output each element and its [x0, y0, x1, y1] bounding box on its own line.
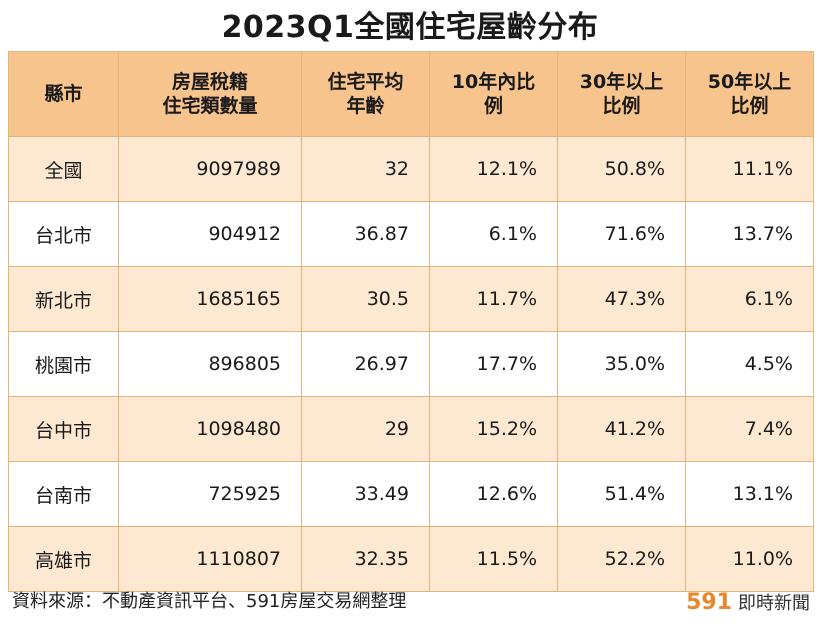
over-50-cell: 4.5% — [685, 331, 814, 397]
over-50-cell: 7.4% — [685, 396, 814, 462]
over-50-cell: 13.7% — [685, 201, 814, 267]
avg-age-cell: 36.87 — [301, 201, 430, 267]
brand-logo: 591 即時新聞 — [686, 589, 810, 615]
count-cell: 1110807 — [118, 526, 302, 592]
under-10-cell: 17.7% — [429, 331, 558, 397]
over-30-cell: 41.2% — [557, 396, 686, 462]
house-age-table: 縣市 房屋稅籍 住宅類數量 住宅平均 年齡 10年內比 例 30年以上 比例 5… — [8, 51, 814, 592]
brand-text: 即時新聞 — [738, 593, 810, 614]
avg-age-cell: 32.35 — [301, 526, 430, 592]
header-line: 住宅類數量 — [162, 95, 258, 117]
count-cell: 896805 — [118, 331, 302, 397]
column-header-count: 房屋稅籍 住宅類數量 — [118, 51, 302, 137]
under-10-cell: 15.2% — [429, 396, 558, 462]
header-line: 比例 — [602, 95, 641, 117]
avg-age-cell: 32 — [301, 136, 430, 202]
city-cell: 台北市 — [8, 201, 119, 267]
table-row: 高雄市 1110807 32.35 11.5% 52.2% 11.0% — [8, 526, 814, 592]
header-line: 50年以上 — [707, 71, 792, 93]
header-line: 比例 — [730, 95, 769, 117]
count-cell: 9097989 — [118, 136, 302, 202]
city-cell: 高雄市 — [8, 526, 119, 592]
column-header-city: 縣市 — [8, 51, 119, 137]
over-30-cell: 50.8% — [557, 136, 686, 202]
brand-number: 591 — [686, 590, 732, 615]
header-line: 例 — [483, 95, 503, 117]
column-header-avg-age: 住宅平均 年齡 — [301, 51, 430, 137]
page-title: 2023Q1全國住宅屋齡分布 — [221, 10, 599, 45]
table-row: 新北市 1685165 30.5 11.7% 47.3% 6.1% — [8, 266, 814, 332]
count-cell: 1098480 — [118, 396, 302, 462]
table-row: 桃園市 896805 26.97 17.7% 35.0% 4.5% — [8, 331, 814, 397]
avg-age-cell: 30.5 — [301, 266, 430, 332]
city-cell: 台南市 — [8, 461, 119, 527]
over-30-cell: 51.4% — [557, 461, 686, 527]
over-50-cell: 11.1% — [685, 136, 814, 202]
over-30-cell: 52.2% — [557, 526, 686, 592]
under-10-cell: 11.7% — [429, 266, 558, 332]
header-line: 年齡 — [346, 95, 385, 117]
count-cell: 1685165 — [118, 266, 302, 332]
count-cell: 904912 — [118, 201, 302, 267]
header-line: 30年以上 — [579, 71, 664, 93]
city-cell: 桃園市 — [8, 331, 119, 397]
table-row: 台南市 725925 33.49 12.6% 51.4% 13.1% — [8, 461, 814, 527]
over-50-cell: 13.1% — [685, 461, 814, 527]
over-30-cell: 35.0% — [557, 331, 686, 397]
header-line: 縣市 — [44, 83, 83, 105]
city-cell: 台中市 — [8, 396, 119, 462]
table-row: 台中市 1098480 29 15.2% 41.2% 7.4% — [8, 396, 814, 462]
over-50-cell: 11.0% — [685, 526, 814, 592]
under-10-cell: 11.5% — [429, 526, 558, 592]
header-line: 住宅平均 — [327, 71, 404, 93]
table-row: 全國 9097989 32 12.1% 50.8% 11.1% — [8, 136, 814, 202]
column-header-over-30: 30年以上 比例 — [557, 51, 686, 137]
source-note: 資料來源：不動產資訊平台、591房屋交易網整理 — [12, 591, 407, 612]
avg-age-cell: 33.49 — [301, 461, 430, 527]
table-row: 台北市 904912 36.87 6.1% 71.6% 13.7% — [8, 201, 814, 267]
avg-age-cell: 26.97 — [301, 331, 430, 397]
city-cell: 新北市 — [8, 266, 119, 332]
table-header-row: 縣市 房屋稅籍 住宅類數量 住宅平均 年齡 10年內比 例 30年以上 比例 5… — [8, 51, 814, 137]
column-header-under-10: 10年內比 例 — [429, 51, 558, 137]
under-10-cell: 6.1% — [429, 201, 558, 267]
column-header-over-50: 50年以上 比例 — [685, 51, 814, 137]
avg-age-cell: 29 — [301, 396, 430, 462]
over-30-cell: 71.6% — [557, 201, 686, 267]
under-10-cell: 12.1% — [429, 136, 558, 202]
header-line: 10年內比 — [451, 71, 536, 93]
over-30-cell: 47.3% — [557, 266, 686, 332]
over-50-cell: 6.1% — [685, 266, 814, 332]
count-cell: 725925 — [118, 461, 302, 527]
header-line: 房屋稅籍 — [171, 71, 248, 93]
under-10-cell: 12.6% — [429, 461, 558, 527]
city-cell: 全國 — [8, 136, 119, 202]
